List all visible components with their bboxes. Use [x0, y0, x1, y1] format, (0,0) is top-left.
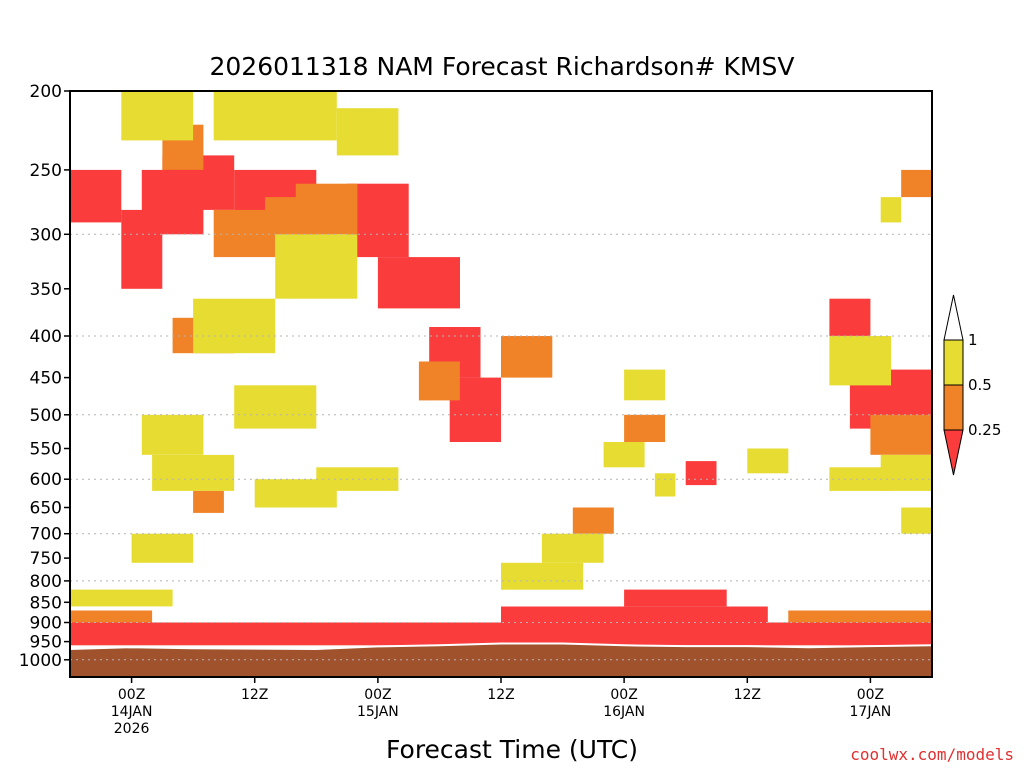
y-tick-label-450: 450	[30, 369, 62, 389]
ri-cell-orange-25	[572, 507, 614, 534]
ri-cell-yellow-34	[141, 414, 204, 455]
ri-cell-yellow-32	[275, 234, 358, 299]
y-tick-label-700: 700	[30, 525, 62, 545]
y-tick-label-350: 350	[30, 280, 62, 300]
y-tick-label-300: 300	[30, 225, 62, 245]
ri-cell-yellow-48	[901, 507, 932, 534]
x-tick-label-30-0: 00Z	[364, 687, 391, 703]
y-tick-label-600: 600	[30, 470, 62, 490]
ri-cell-yellow-50	[747, 448, 789, 474]
ri-cell-orange-20	[265, 197, 337, 235]
y-tick-label-800: 800	[30, 572, 62, 592]
ri-cell-orange-28	[901, 169, 932, 198]
colorbar-bin-orange	[943, 384, 964, 431]
ri-cell-red-1	[501, 606, 768, 623]
ri-cell-yellow-51	[654, 473, 676, 497]
x-tick-label-78-0: 00Z	[857, 687, 884, 703]
colorbar-bin-yellow	[943, 339, 964, 386]
ri-cell-red-15	[829, 298, 871, 336]
ri-cell-orange-4	[788, 610, 932, 623]
ri-cell-yellow-36	[152, 454, 235, 491]
ri-cell-red-0	[70, 622, 932, 646]
ri-cell-yellow-42	[501, 562, 584, 590]
ri-cell-yellow-29	[213, 91, 337, 141]
colorbar-label-1: 0.5	[968, 376, 992, 394]
surface-line	[70, 642, 932, 651]
y-tick-label-400: 400	[30, 327, 62, 347]
ri-cell-orange-3	[70, 610, 153, 623]
ri-cell-yellow-43	[131, 533, 194, 563]
colorbar-bin-above-1	[943, 294, 964, 341]
x-tick-label-78-1: 17JAN	[850, 704, 892, 720]
ri-cell-orange-23	[418, 361, 460, 401]
colorbar-label-0: 1	[968, 331, 978, 349]
ri-cell-yellow-33	[193, 298, 276, 354]
richardson-cells	[70, 91, 932, 646]
y-tick-label-250: 250	[30, 161, 62, 181]
chart-title: 2026011318 NAM Forecast Richardson# KMSV	[210, 52, 795, 81]
ri-cell-yellow-35	[234, 385, 317, 429]
ri-cell-orange-22	[193, 490, 224, 513]
ri-cell-orange-26	[624, 414, 666, 442]
y-axis: 200 250 300 350 400 450 500 550 600 650 700 750 8008…	[19, 82, 70, 671]
ri-cell-red-5	[70, 169, 122, 223]
colorbar-label-2: 0.25	[968, 421, 1001, 439]
ri-cell-red-2	[624, 589, 727, 607]
y-tick-label-550: 550	[30, 440, 62, 460]
x-tick-label-54-0: 00Z	[610, 687, 637, 703]
ri-cell-yellow-30	[121, 91, 194, 141]
credit-text: coolwx.com/models	[850, 745, 1014, 764]
colorbar-bin-red	[943, 429, 964, 476]
ri-cell-yellow-47	[829, 467, 891, 491]
plot-area	[70, 91, 932, 677]
y-tick-label-200: 200	[30, 82, 62, 102]
ri-cell-yellow-44	[70, 589, 173, 607]
ri-cell-yellow-31	[336, 108, 399, 156]
ri-cell-yellow-49	[880, 197, 902, 223]
y-tick-label-900: 900	[30, 614, 62, 634]
x-tick-label-6-0: 00Z	[118, 687, 145, 703]
ri-cell-yellow-41	[542, 533, 604, 563]
y-tick-label-650: 650	[30, 499, 62, 519]
y-tick-label-850: 850	[30, 593, 62, 613]
ri-cell-yellow-40	[603, 442, 645, 468]
x-tick-label-6-2: 2026	[114, 721, 150, 737]
y-tick-label-950: 950	[30, 633, 62, 653]
y-tick-label-1000: 1000	[19, 651, 62, 671]
ri-cell-yellow-38	[316, 467, 399, 491]
ri-cell-yellow-39	[624, 369, 666, 401]
x-tick-label-54-1: 16JAN	[603, 704, 645, 720]
ground-fill	[70, 643, 932, 677]
colorbar-legend: 1 0.5 0.25	[943, 294, 1001, 476]
y-tick-label-500: 500	[30, 406, 62, 426]
x-tick-label-30-1: 15JAN	[357, 704, 399, 720]
ground-below-surface	[70, 642, 932, 677]
x-tick-label-42-0: 12Z	[487, 687, 514, 703]
x-axis-label: Forecast Time (UTC)	[386, 735, 638, 764]
ri-cell-orange-24	[501, 336, 553, 378]
ri-cell-red-16	[685, 461, 717, 486]
ri-cell-yellow-45	[829, 336, 891, 386]
x-tick-label-66-0: 12Z	[734, 687, 761, 703]
x-tick-label-18-0: 12Z	[241, 687, 268, 703]
x-tick-label-6-1: 14JAN	[111, 704, 153, 720]
ri-cell-orange-27	[870, 414, 932, 455]
y-tick-label-750: 750	[30, 549, 62, 569]
ri-cell-red-11	[377, 257, 460, 309]
